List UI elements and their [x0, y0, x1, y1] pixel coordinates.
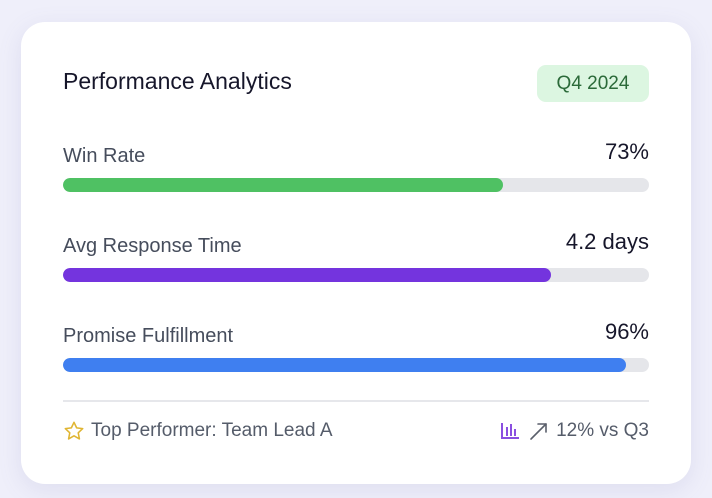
star-icon: [63, 420, 85, 442]
progress-fill: [63, 268, 552, 282]
footer-divider: [63, 400, 649, 402]
progress-fill: [63, 178, 503, 192]
metric-label: Promise Fulfillment: [63, 325, 234, 347]
metric-avg-response-time: Avg Response Time 4.2 days: [63, 229, 649, 322]
trend-text: 12% vs Q3: [556, 420, 649, 441]
progress-track: [63, 358, 649, 372]
progress-track: [63, 178, 649, 192]
card-title: Performance Analytics: [63, 68, 292, 94]
progress-fill: [63, 358, 626, 372]
period-badge: Q4 2024: [537, 65, 649, 102]
card-header: Performance Analytics Q4 2024: [63, 22, 649, 142]
trend-up-icon: [528, 420, 550, 442]
metric-value: 96%: [604, 319, 649, 344]
metric-value: 4.2 days: [565, 229, 649, 254]
top-performer: Top Performer: Team Lead A: [63, 420, 333, 442]
performance-analytics-card: Performance Analytics Q4 2024 Win Rate 7…: [21, 22, 691, 484]
progress-track: [63, 268, 649, 282]
bar-chart-icon: [500, 421, 520, 441]
metric-label: Win Rate: [63, 145, 146, 167]
metric-promise-fulfillment: Promise Fulfillment 96%: [63, 319, 649, 412]
metric-value: 73%: [604, 139, 649, 164]
metric-label: Avg Response Time: [63, 235, 242, 257]
trend-summary: 12% vs Q3: [500, 420, 649, 442]
metric-win-rate: Win Rate 73%: [63, 139, 649, 232]
top-performer-text: Top Performer: Team Lead A: [91, 420, 333, 441]
card-footer: Top Performer: Team Lead A 12: [63, 416, 649, 446]
